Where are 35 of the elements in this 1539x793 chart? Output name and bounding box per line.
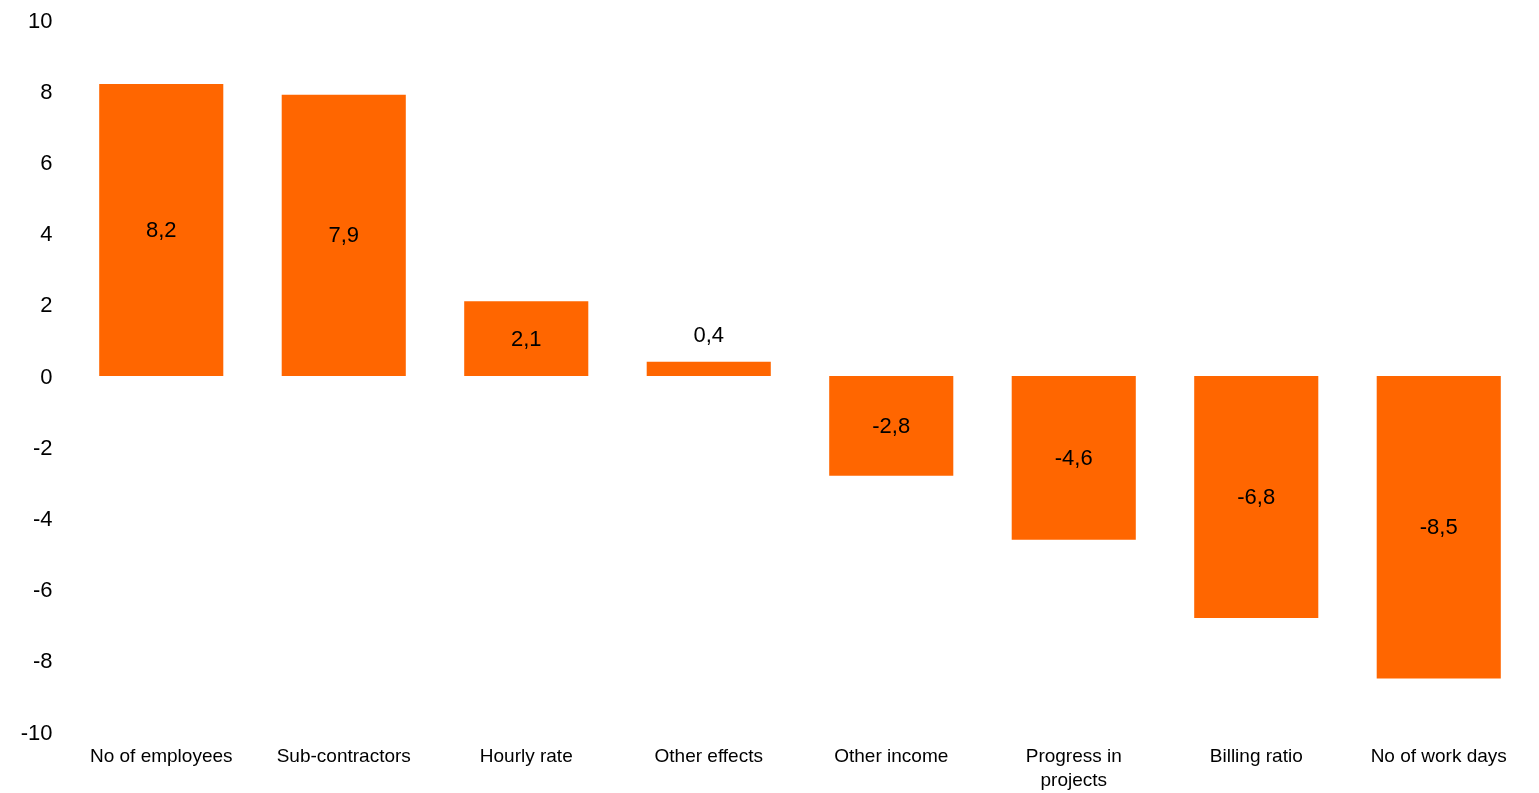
y-tick-label: -6 xyxy=(32,577,53,603)
bar xyxy=(829,376,954,476)
y-tick-label: -2 xyxy=(32,434,53,460)
data-label: -6,8 xyxy=(1237,484,1276,510)
data-label: 0,4 xyxy=(693,322,725,348)
x-tick-label: Billing ratio xyxy=(1209,744,1303,766)
bar xyxy=(464,301,589,376)
data-label: 2,1 xyxy=(510,325,542,351)
data-label: 7,9 xyxy=(328,222,360,248)
data-label: 8,2 xyxy=(145,217,177,243)
y-tick-label: 0 xyxy=(40,363,53,389)
y-tick-label: 10 xyxy=(28,7,53,33)
bar xyxy=(1194,376,1319,619)
x-tick-label: Progress in projects xyxy=(1025,744,1122,790)
x-tick-label: No of work days xyxy=(1370,744,1507,766)
y-tick-label: 4 xyxy=(40,221,53,247)
y-tick-label: 8 xyxy=(40,78,53,104)
bar xyxy=(1376,376,1501,679)
x-tick-label: Other income xyxy=(834,744,949,766)
x-tick-label: No of employees xyxy=(89,744,233,766)
bar xyxy=(281,94,406,376)
data-label: -4,6 xyxy=(1054,444,1093,470)
x-tick-label: Other effects xyxy=(654,744,763,766)
y-tick-label: -4 xyxy=(32,505,53,531)
y-tick-label: 6 xyxy=(40,149,53,175)
data-label: -8,5 xyxy=(1419,514,1458,540)
y-tick-label: -8 xyxy=(32,648,53,674)
x-tick-label: Hourly rate xyxy=(479,744,573,766)
y-tick-label: 2 xyxy=(40,292,53,318)
bar xyxy=(1011,376,1136,540)
bar xyxy=(99,84,224,376)
x-tick-label: Sub-contractors xyxy=(276,744,411,766)
data-label: -2,8 xyxy=(872,412,911,438)
y-tick-label: -10 xyxy=(20,719,53,745)
bar xyxy=(646,361,771,376)
